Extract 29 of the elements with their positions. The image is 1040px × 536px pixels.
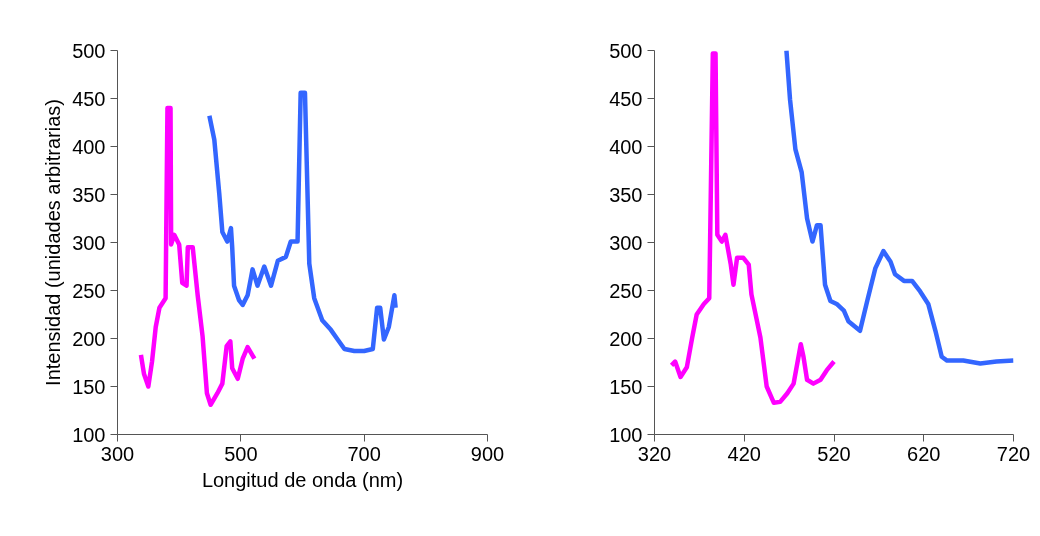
y-tick-label: 200 (609, 327, 643, 350)
y-tick-label: 450 (72, 87, 106, 110)
y-tick-label: 450 (609, 87, 643, 110)
y-tick-label: 300 (609, 231, 643, 254)
x-tick-label: 900 (470, 442, 505, 465)
y-tick-label: 500 (72, 39, 106, 62)
x-tick-label: 520 (817, 442, 851, 465)
x-tick-label: 720 (996, 442, 1031, 465)
line-series (784, 50, 1014, 366)
x-tick-label: 500 (224, 442, 258, 465)
line-series (669, 51, 837, 406)
x-tick-label: 700 (347, 442, 381, 465)
line-series (207, 90, 398, 354)
y-tick-label: 500 (609, 39, 643, 62)
y-tick-label: 350 (609, 183, 643, 206)
x-tick-label: 620 (907, 442, 941, 465)
y-tick-label: 300 (72, 231, 106, 254)
y-tick-label: 400 (72, 135, 106, 158)
y-tick-label: 250 (72, 279, 106, 302)
y-tick-label: 400 (609, 135, 643, 158)
y-tick-label: 150 (609, 375, 643, 398)
y-tick-label: 350 (72, 183, 106, 206)
y-axis-title: Intensidad (unidades arbitrarias) (42, 99, 65, 386)
line-series (138, 105, 257, 407)
y-tick-label: 150 (72, 375, 106, 398)
y-tick-label: 250 (609, 279, 643, 302)
y-tick-label: 200 (72, 327, 106, 350)
x-axis-title: Longitud de onda (nm) (201, 468, 404, 491)
x-tick-label: 420 (727, 442, 761, 465)
